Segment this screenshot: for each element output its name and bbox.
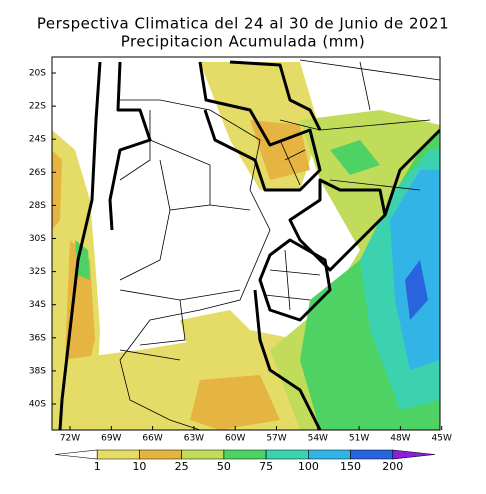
colorbar-swatch bbox=[54, 449, 98, 460]
colorbar-swatch bbox=[308, 449, 351, 460]
lon-label: 69W bbox=[101, 434, 121, 444]
colorbar-label: 25 bbox=[175, 460, 189, 473]
lat-label: 34S bbox=[29, 300, 46, 310]
map-frame bbox=[51, 56, 441, 431]
lat-label: 28S bbox=[29, 201, 46, 211]
colorbar-swatch bbox=[350, 449, 394, 460]
colorbar-label: 100 bbox=[298, 460, 319, 473]
colorbar-swatch bbox=[223, 449, 267, 460]
axes: 20S 22S 24S 26S 28S 30S 32S 34S 36S 38S 40S 72W 69W 6… bbox=[29, 69, 452, 444]
colorbar-label: 50 bbox=[217, 460, 231, 473]
lon-label: 60W bbox=[225, 434, 245, 444]
boundaries bbox=[58, 59, 440, 430]
title-line-1: Perspectiva Climatica del 24 al 30 de Ju… bbox=[37, 15, 449, 33]
colorbar-swatch bbox=[265, 449, 309, 460]
lat-label: 20S bbox=[29, 69, 46, 79]
colorbar-swatch bbox=[96, 449, 140, 460]
lat-label: 26S bbox=[29, 168, 46, 178]
lon-label: 51W bbox=[349, 434, 369, 444]
lat-label: 32S bbox=[29, 267, 46, 277]
colorbar-label: 1 bbox=[94, 460, 101, 473]
lat-label: 30S bbox=[29, 234, 46, 244]
lon-label: 54W bbox=[308, 434, 328, 444]
lon-label: 72W bbox=[60, 434, 80, 444]
lon-label: 66W bbox=[142, 434, 162, 444]
lat-label: 40S bbox=[29, 400, 46, 410]
lon-label: 57W bbox=[266, 434, 286, 444]
map bbox=[51, 56, 441, 431]
precip-fields bbox=[52, 62, 440, 430]
lat-label: 22S bbox=[29, 102, 46, 112]
lon-label: 48W bbox=[390, 434, 410, 444]
lat-label: 38S bbox=[29, 366, 46, 376]
title-line-2: Precipitacion Acumulada (mm) bbox=[121, 33, 366, 51]
colorbar-label: 200 bbox=[382, 460, 403, 473]
colorbar-swatch bbox=[392, 449, 436, 460]
colorbar: 1 10 25 50 75 100 150 200 bbox=[54, 449, 436, 473]
lon-label: 45W bbox=[432, 434, 452, 444]
colorbar-label: 75 bbox=[259, 460, 273, 473]
colorbar-label: 150 bbox=[340, 460, 361, 473]
lat-label: 24S bbox=[29, 135, 46, 145]
colorbar-swatch bbox=[181, 449, 225, 460]
colorbar-swatch bbox=[139, 449, 182, 460]
colorbar-label: 10 bbox=[132, 460, 146, 473]
lat-label: 36S bbox=[29, 333, 46, 343]
lon-label: 63W bbox=[184, 434, 204, 444]
